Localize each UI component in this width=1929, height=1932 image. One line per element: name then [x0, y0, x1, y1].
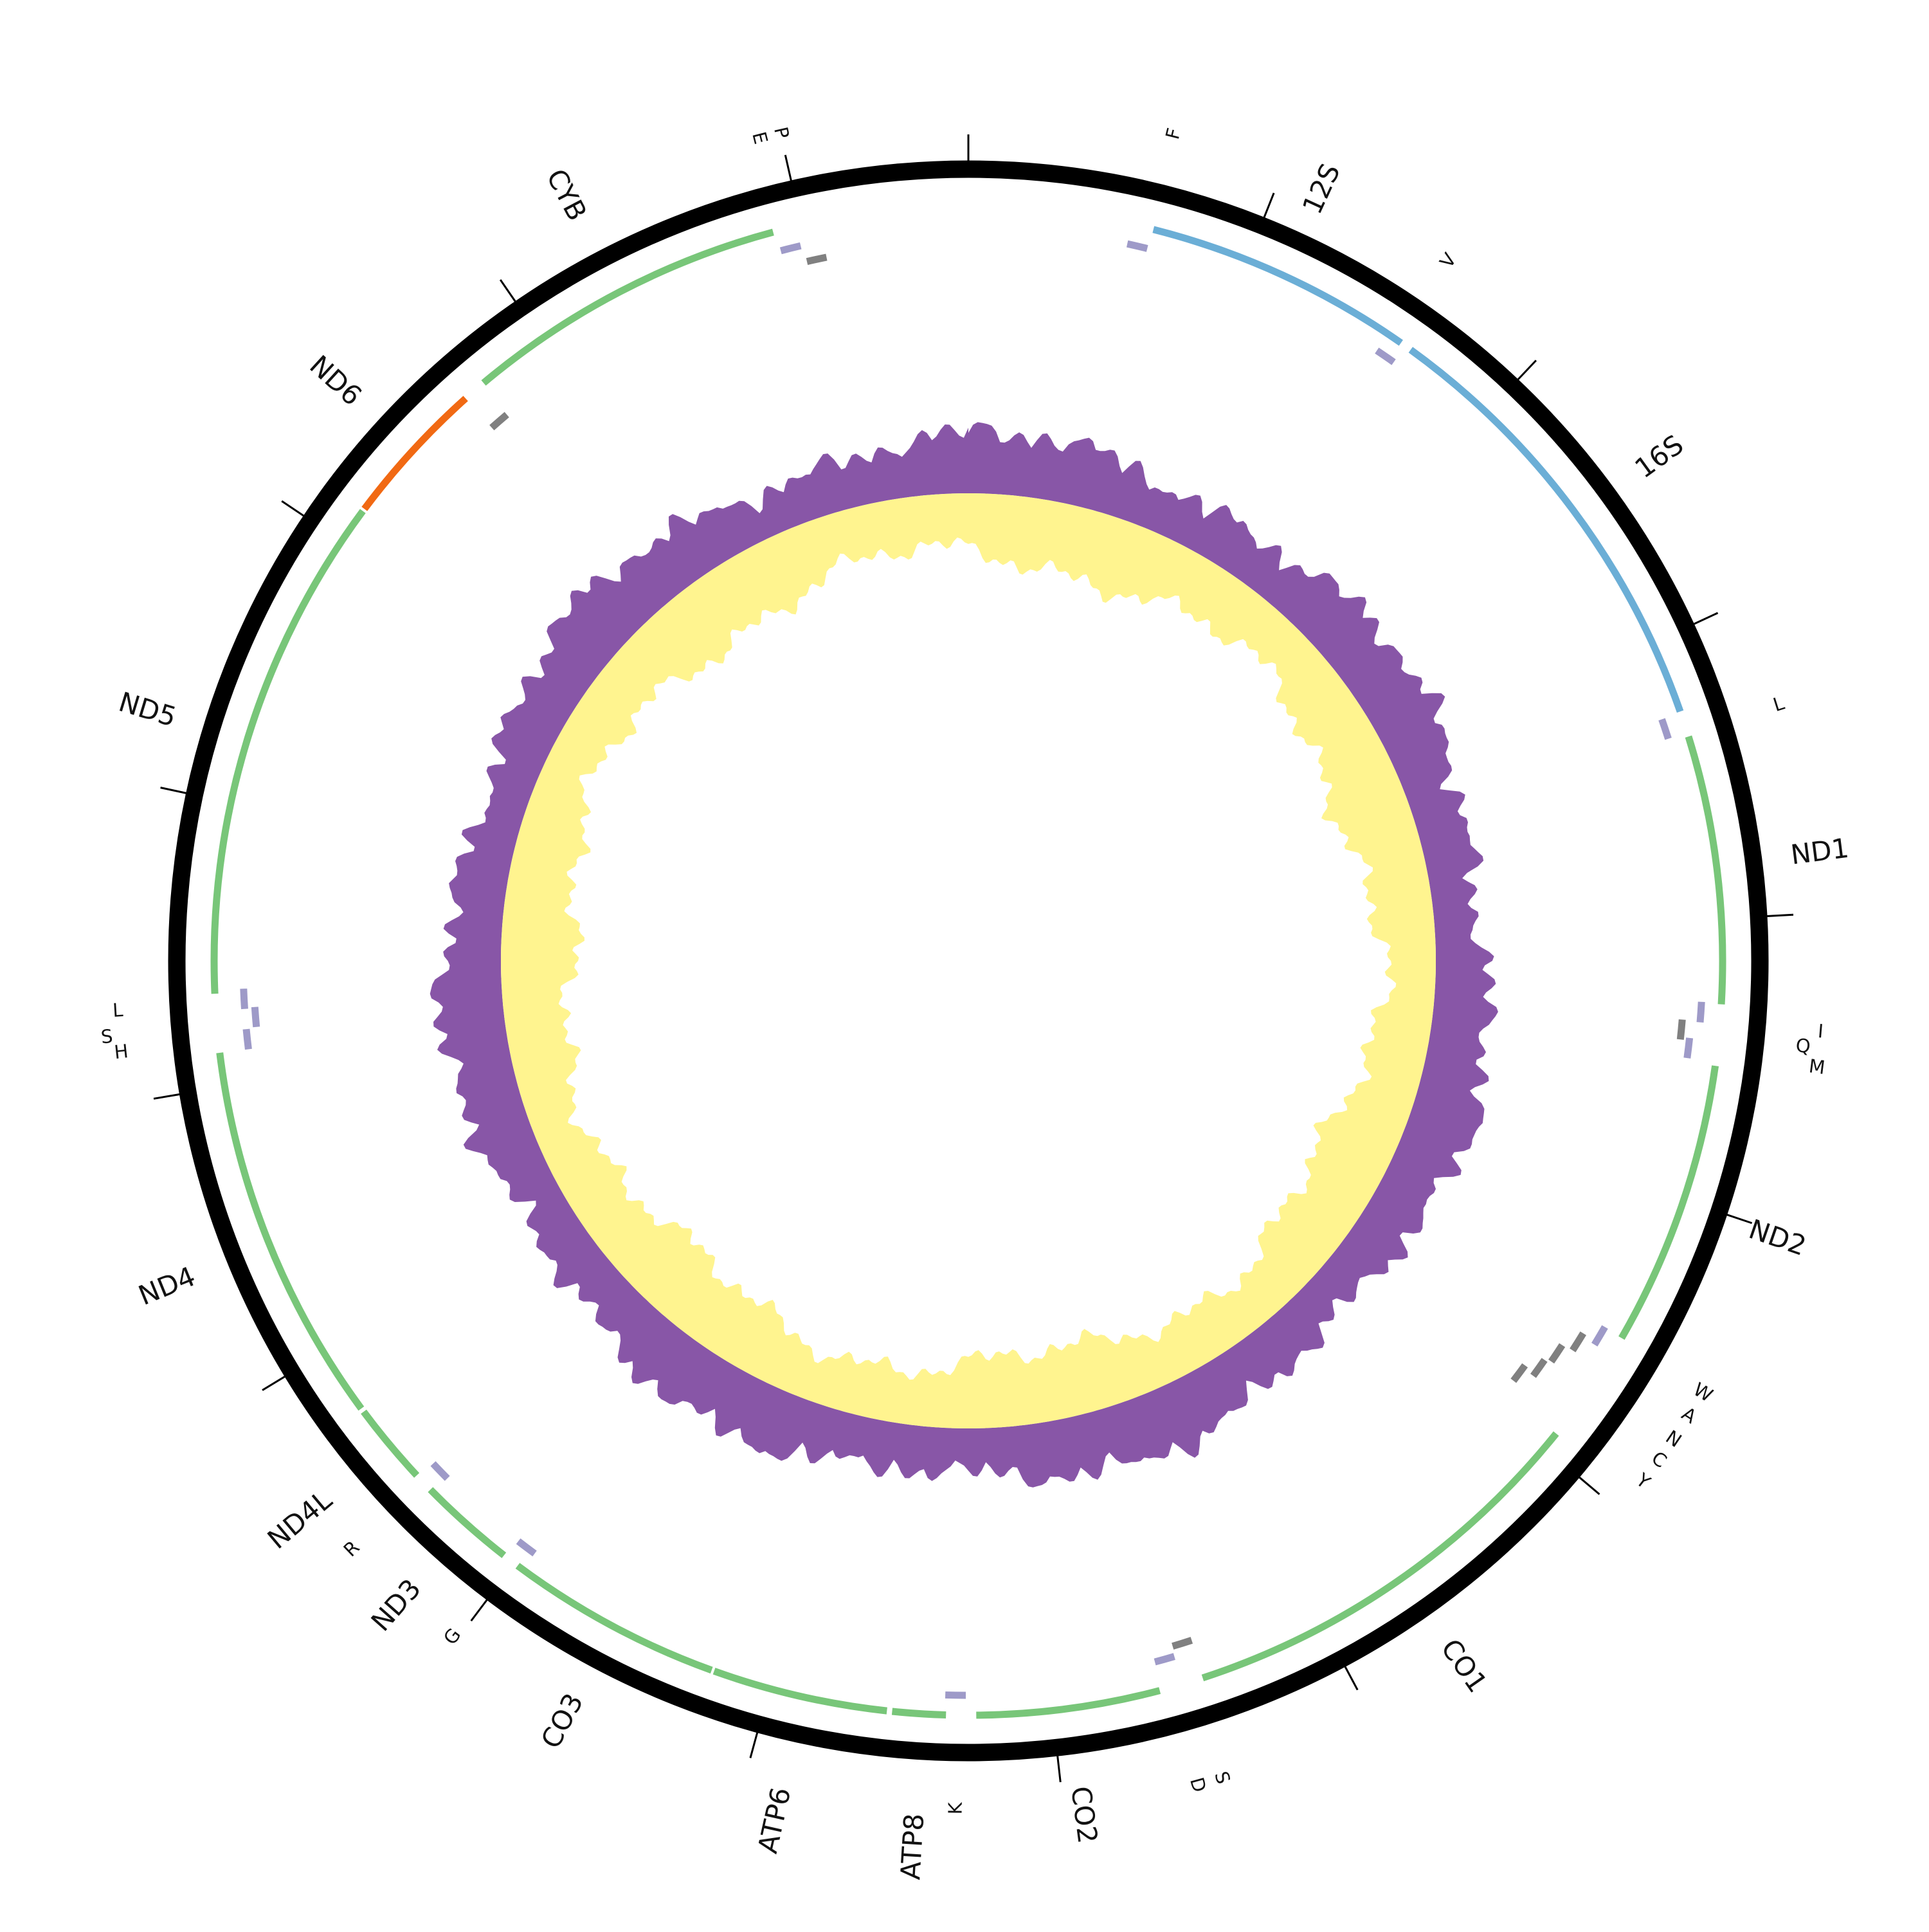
trna-mark	[240, 989, 248, 1010]
scale-tick	[1056, 1756, 1062, 1783]
scale-tick	[1517, 360, 1537, 381]
feature-label: F	[1161, 126, 1185, 141]
gene-arc	[1685, 735, 1726, 1005]
feature-label: S	[1210, 1769, 1235, 1787]
gene-arc	[1152, 226, 1403, 346]
gene-arc	[891, 1708, 946, 1718]
gene-arc	[976, 1687, 1161, 1719]
feature-label: L	[1770, 692, 1787, 716]
trna-mark	[1172, 1637, 1193, 1650]
feature-label: K	[944, 1801, 966, 1814]
trna-mark	[1658, 718, 1672, 740]
gene-arc	[712, 1668, 887, 1715]
trna-mark	[1154, 1653, 1175, 1666]
trna-mark	[242, 1028, 252, 1050]
trna-mark	[1375, 347, 1396, 365]
scale-tick	[1693, 612, 1719, 625]
trna-mark	[1591, 1325, 1608, 1347]
feature-label: ND4L	[262, 1484, 338, 1555]
scale-tick	[1579, 1476, 1600, 1495]
trna-mark	[779, 242, 802, 255]
feature-label: CO3	[535, 1688, 590, 1754]
trna-mark	[806, 253, 828, 265]
gene-arc	[1618, 1065, 1719, 1340]
genome-ring	[168, 160, 1769, 1762]
skew-positive	[430, 422, 1498, 1488]
scale-tick	[281, 500, 305, 517]
gene-tracks	[210, 226, 1726, 1719]
feature-label: C	[1647, 1447, 1671, 1472]
scale-tick	[262, 1376, 285, 1391]
gene-arc	[1201, 1431, 1559, 1682]
feature-label: W	[1690, 1378, 1717, 1407]
skew-negative	[501, 493, 1436, 1428]
trna-mark	[1696, 1001, 1705, 1023]
feature-label: M	[1807, 1055, 1826, 1079]
feature-label: Q	[1795, 1034, 1811, 1057]
feature-label: V	[1435, 249, 1460, 272]
feature-label: L	[112, 999, 123, 1021]
feature-label: ND6	[303, 349, 368, 412]
feature-label: R	[340, 1536, 364, 1562]
feature-label: ATP8	[894, 1812, 930, 1881]
gene-arc	[361, 1409, 420, 1478]
feature-label: ND2	[1745, 1213, 1811, 1262]
scale-tick	[749, 1732, 759, 1758]
scale-ticks	[153, 134, 1794, 1783]
gc-skew	[430, 422, 1498, 1488]
feature-label: ND5	[115, 686, 180, 733]
trna-mark	[1676, 1019, 1686, 1040]
feature-label: G	[439, 1624, 466, 1648]
scale-tick	[1344, 1666, 1359, 1691]
trna-mark	[489, 412, 509, 431]
feature-label: CO2	[1065, 1784, 1103, 1845]
gene-labels: F12SV16SLND1IQMND2WANCYCO1SDCO2KATP8ATP6…	[100, 125, 1851, 1881]
gene-arc	[361, 396, 468, 511]
feature-label: ND4	[134, 1261, 199, 1312]
feature-label: D	[1186, 1775, 1211, 1795]
feature-label: P	[770, 125, 793, 141]
trna-mark	[430, 1461, 450, 1481]
trna-mark	[516, 1538, 537, 1556]
feature-label: 12S	[1296, 159, 1346, 219]
gene-arc	[515, 1563, 713, 1674]
trna-mark	[1570, 1331, 1587, 1353]
feature-label: ATP6	[752, 1785, 797, 1856]
trna-mark	[1683, 1037, 1694, 1059]
gene-arc	[216, 1052, 365, 1411]
scale-tick	[153, 1093, 180, 1100]
gene-arc	[428, 1487, 507, 1558]
feature-label: N	[1662, 1426, 1685, 1452]
trna-mark	[1548, 1343, 1566, 1364]
feature-label: CO1	[1435, 1633, 1493, 1698]
scale-tick	[160, 787, 186, 794]
trna-mark	[1510, 1363, 1528, 1383]
gene-arc	[481, 228, 774, 386]
scale-tick	[784, 154, 792, 181]
scale-tick	[1726, 1214, 1753, 1225]
feature-label: ND1	[1789, 832, 1851, 871]
feature-label: 16S	[1629, 428, 1689, 484]
scale-tick	[1263, 192, 1275, 218]
feature-label: A	[1678, 1403, 1701, 1428]
feature-label: S	[100, 1025, 113, 1048]
feature-label: Y	[1631, 1468, 1654, 1493]
trna-mark	[251, 1007, 260, 1028]
scale-tick	[499, 279, 516, 302]
feature-label: ND3	[365, 1572, 428, 1637]
scale-tick	[470, 1599, 488, 1622]
trna-mark	[1126, 240, 1148, 252]
feature-label: CYB	[540, 164, 593, 226]
gene-arc	[1408, 347, 1684, 713]
gene-arc	[210, 509, 366, 994]
trna-mark	[1530, 1358, 1548, 1378]
feature-label: H	[113, 1040, 129, 1063]
scale-tick	[1766, 913, 1794, 918]
feature-label: E	[748, 129, 772, 146]
feature-label: I	[1817, 1020, 1824, 1043]
